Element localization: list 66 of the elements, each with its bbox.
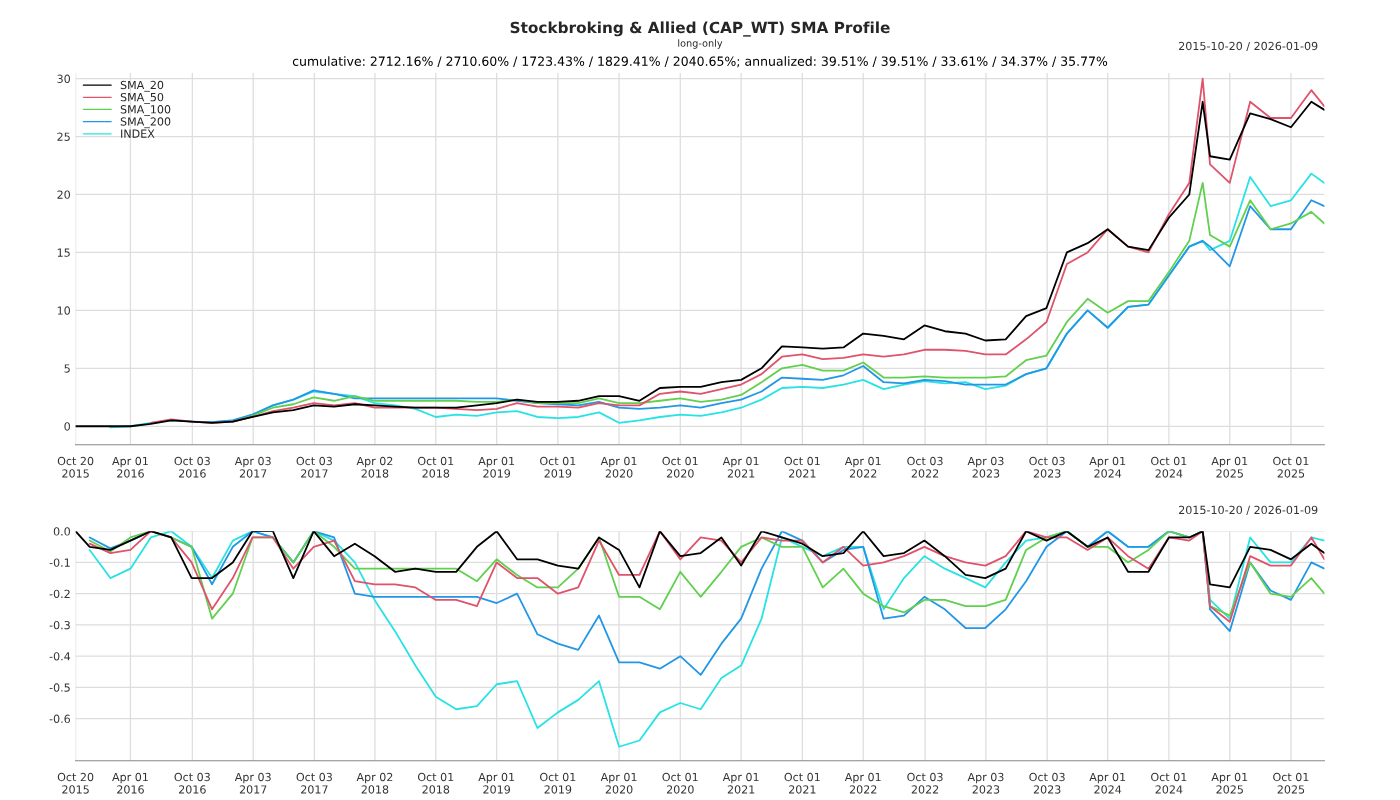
x-tick-label: Oct 03 2022 <box>907 772 943 794</box>
legend-label: SMA_200 <box>120 117 171 129</box>
x-tick-label: Oct 01 2024 <box>1151 772 1187 794</box>
x-tick-label: Oct 03 2017 <box>296 772 332 794</box>
x-tick-label: Apr 02 2018 <box>356 456 393 478</box>
legend-label: INDEX <box>121 129 155 138</box>
chart-subtitle: long-only <box>678 39 723 49</box>
x-tick-label: Apr 03 2023 <box>967 772 1004 794</box>
x-tick-label: Apr 01 2019 <box>478 772 515 794</box>
x-tick-label: Apr 03 2017 <box>234 772 271 794</box>
y-tick-label: -0.2 <box>49 589 70 599</box>
x-tick-label: Oct 01 2021 <box>784 772 820 794</box>
x-tick-label: Oct 20 2015 <box>57 772 94 794</box>
x-tick-label: Apr 01 2022 <box>844 772 881 794</box>
y-tick-label: 25 <box>57 132 70 141</box>
x-tick-label: Oct 01 2025 <box>1273 772 1309 794</box>
x-tick-label: Apr 03 2023 <box>967 456 1004 478</box>
x-tick-label: Oct 03 2016 <box>174 456 210 478</box>
text: 2015-10-20 / 2026-01-09 <box>1179 41 1318 52</box>
chart-title: Stockbroking & Allied (CAP_WT) SMA Profile <box>510 21 890 37</box>
x-tick-label: Oct 01 2025 <box>1273 456 1309 478</box>
x-tick-label: Oct 03 2023 <box>1029 772 1065 794</box>
x-tick-label: Oct 20 2015 <box>57 456 94 478</box>
y-tick-label: 0.0 <box>53 527 70 536</box>
x-tick-label: Oct 01 2020 <box>662 772 698 794</box>
y-tick-label: -0.6 <box>49 714 71 724</box>
x-tick-label: Apr 01 2021 <box>722 772 759 794</box>
text: 2015-10-20 / 2026-01-09 <box>1179 505 1318 515</box>
x-tick-label: Oct 03 2023 <box>1029 456 1065 478</box>
x-tick-label: Apr 01 2022 <box>844 456 881 478</box>
x-tick-label: Apr 01 2020 <box>600 772 637 794</box>
legend-label: SMA_20 <box>120 80 164 92</box>
x-tick-label: Apr 03 2017 <box>234 456 271 478</box>
x-tick-label: Apr 01 2016 <box>112 456 148 478</box>
x-tick-label: Apr 01 2024 <box>1089 772 1126 794</box>
x-tick-label: Oct 01 2024 <box>1151 456 1187 478</box>
x-tick-label: Oct 01 2019 <box>540 456 576 478</box>
x-tick-label: Apr 01 2020 <box>600 456 637 478</box>
x-tick-label: Oct 03 2022 <box>907 456 943 478</box>
y-tick-label: 30 <box>57 74 70 83</box>
y-tick-label: -0.3 <box>49 620 70 630</box>
x-tick-label: Oct 03 2016 <box>174 772 210 794</box>
y-tick-label: 5 <box>64 364 70 373</box>
x-tick-label: Apr 01 2021 <box>722 456 759 478</box>
x-tick-label: Apr 01 2025 <box>1211 456 1248 478</box>
x-tick-label: Oct 01 2020 <box>662 456 698 478</box>
y-tick-label: 10 <box>57 306 70 315</box>
x-tick-label: Oct 01 2021 <box>784 456 820 478</box>
x-tick-label: Oct 01 2019 <box>540 772 576 794</box>
y-tick-label: 15 <box>57 248 70 257</box>
y-tick-label: -0.1 <box>49 558 70 567</box>
x-tick-label: Apr 02 2018 <box>356 772 393 794</box>
x-tick-label: Apr 01 2016 <box>112 772 148 794</box>
text: cumulative: 2712.16% / 2710.60% / 1723.43% / 1829.41% / 2040.65%; annualized: 39.51% / 39.51% / 33.61% / 34.37% / 35.77% <box>292 56 1108 68</box>
x-tick-label: Oct 01 2018 <box>417 772 454 794</box>
x-tick-label: Apr 01 2019 <box>478 456 515 478</box>
legend-label: SMA_100 <box>120 105 171 116</box>
x-tick-label: Oct 03 2017 <box>296 456 332 478</box>
y-tick-label: -0.5 <box>49 683 70 692</box>
y-tick-label: 0 <box>64 422 70 431</box>
x-tick-label: Apr 01 2024 <box>1089 456 1126 478</box>
y-tick-label: 20 <box>57 190 70 199</box>
y-tick-label: -0.4 <box>49 652 71 661</box>
x-tick-label: Apr 01 2025 <box>1211 772 1248 794</box>
legend-label: SMA_50 <box>120 92 164 104</box>
x-tick-label: Oct 01 2018 <box>417 456 454 478</box>
